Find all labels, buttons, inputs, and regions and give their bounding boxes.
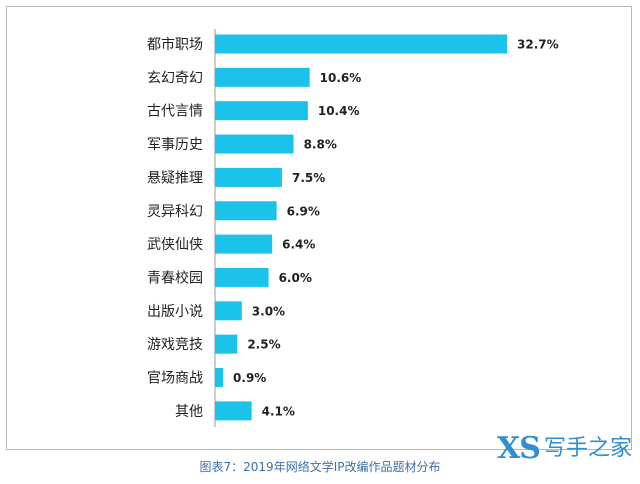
category-label-7: 青春校园 (147, 269, 203, 286)
bar-2 (215, 101, 308, 121)
category-label-2: 古代言情 (147, 104, 203, 120)
category-label-11: 其他 (175, 404, 203, 420)
category-label-8: 出版小说 (147, 304, 203, 320)
category-label-9: 游戏竞技 (147, 336, 203, 353)
bar-1 (215, 67, 310, 87)
chart-frame: 都市职场玄幻奇幻古代言情军事历史悬疑推理灵异科幻武侠仙侠青春校园出版小说游戏竞技… (6, 6, 632, 450)
value-label-8: 3.0% (252, 304, 285, 318)
value-label-0: 32.7% (517, 38, 559, 52)
bar-9 (215, 334, 238, 354)
category-label-1: 玄幻奇幻 (147, 69, 203, 86)
bars-group (215, 34, 507, 421)
value-label-7: 6.0% (279, 271, 312, 285)
bar-11 (215, 401, 252, 421)
watermark-xs-mark: XS (497, 431, 541, 466)
category-label-3: 军事历史 (147, 137, 203, 153)
bar-7 (215, 267, 269, 287)
value-label-5: 6.9% (287, 204, 320, 218)
category-label-6: 武侠仙侠 (147, 237, 203, 253)
value-label-6: 6.4% (282, 238, 315, 252)
category-label-10: 官场商战 (147, 371, 203, 387)
value-label-9: 2.5% (247, 338, 280, 352)
figure-caption: 图表7：2019年网络文学IP改编作品题材分布 (199, 460, 441, 474)
category-label-5: 灵异科幻 (147, 204, 203, 220)
value-label-4: 7.5% (292, 171, 325, 185)
category-label-4: 悬疑推理 (147, 170, 203, 186)
watermark-logo: XS 写手之家 (497, 432, 632, 466)
bar-5 (215, 201, 277, 221)
category-labels-group: 都市职场玄幻奇幻古代言情军事历史悬疑推理灵异科幻武侠仙侠青春校园出版小说游戏竞技… (147, 36, 203, 420)
bar-10 (215, 368, 224, 387)
value-label-2: 10.4% (318, 104, 360, 118)
bar-4 (215, 167, 282, 187)
value-label-3: 8.8% (304, 138, 337, 152)
bar-8 (215, 301, 242, 321)
value-label-10: 0.9% (233, 371, 266, 385)
value-label-11: 4.1% (262, 404, 295, 418)
category-label-0: 都市职场 (147, 36, 203, 53)
bar-chart: 都市职场玄幻奇幻古代言情军事历史悬疑推理灵异科幻武侠仙侠青春校园出版小说游戏竞技… (147, 29, 559, 427)
value-labels-group: 32.7% 10.6% 10.4% 8.8% 7.5% 6.9% 6.4% 6.0% 3.0% 2… (233, 38, 559, 419)
value-label-1: 10.6% (320, 71, 362, 85)
bar-3 (215, 134, 294, 154)
bar-6 (215, 234, 273, 254)
watermark-text: 写手之家 (543, 436, 632, 461)
bar-0 (215, 34, 507, 54)
